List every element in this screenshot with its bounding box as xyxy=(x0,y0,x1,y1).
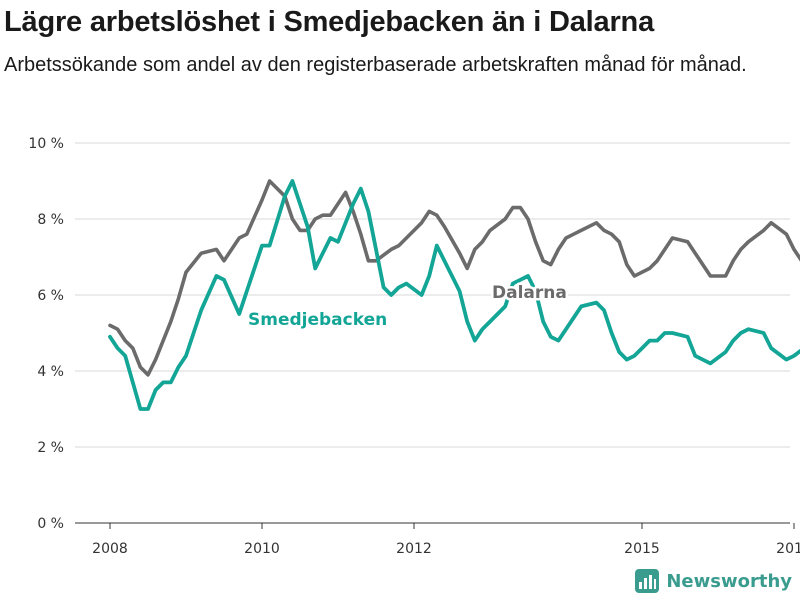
series-label-dalarna: Dalarna xyxy=(492,283,567,303)
series-smedjebacken xyxy=(108,179,800,411)
x-tick-label: 2010 xyxy=(244,541,280,557)
x-tick-label: 2012 xyxy=(396,541,432,557)
brand-name: Newsworthy xyxy=(666,570,792,592)
y-tick-label: 4 % xyxy=(37,364,64,380)
series-dalarna xyxy=(108,179,800,377)
series-label-smedjebacken: Smedjebacken xyxy=(248,310,387,330)
brand: Newsworthy xyxy=(634,568,792,594)
series-line-dalarna xyxy=(108,179,800,377)
newsworthy-logo-icon xyxy=(635,569,660,593)
chart-subtitle: Arbetssökande som andel av den registerb… xyxy=(4,54,747,76)
x-tick-label: 2017 xyxy=(776,541,800,557)
chart-title: Lägre arbetslöshet i Smedjebacken än i D… xyxy=(4,6,654,38)
y-tick-label: 2 % xyxy=(37,440,64,456)
series-line-smedjebacken xyxy=(108,179,800,411)
y-tick-label: 0 % xyxy=(37,516,64,532)
x-tick-label: 2015 xyxy=(624,541,660,557)
y-tick-label: 8 % xyxy=(37,212,64,228)
x-tick-label: 2008 xyxy=(92,541,128,557)
y-tick-label: 6 % xyxy=(37,288,64,304)
y-tick-label: 10 % xyxy=(28,136,64,152)
